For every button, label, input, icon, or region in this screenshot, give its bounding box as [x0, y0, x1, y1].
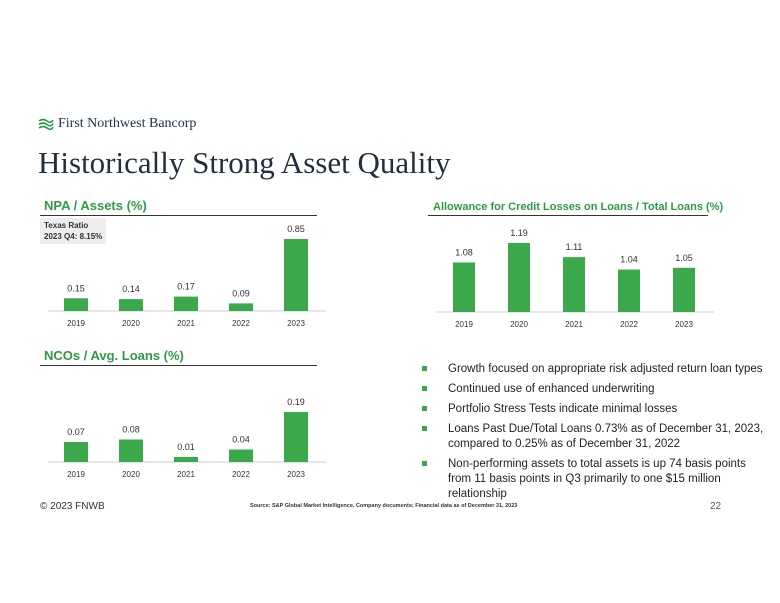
bullet-item: Loans Past Due/Total Loans 0.73% as of D…: [420, 422, 765, 452]
chart-title-rule-allowance: [428, 215, 708, 216]
bar-2020: [119, 299, 143, 311]
tick-label-2019: 2019: [455, 320, 473, 329]
data-label-2021: 0.01: [177, 442, 195, 452]
bullet-square-icon: [422, 406, 427, 411]
bullet-text: Non-performing assets to total assets is…: [448, 458, 746, 500]
bullet-text: Loans Past Due/Total Loans 0.73% as of D…: [448, 423, 764, 450]
bullet-text: Continued use of enhanced underwriting: [448, 383, 655, 395]
bullet-item: Non-performing assets to total assets is…: [420, 457, 765, 502]
data-label-2020: 0.08: [122, 425, 140, 435]
bar-2019: [64, 298, 88, 311]
chart-allowance-credit-losses: 1.08 2019 1.19 2020 1.11 2021 1.04 2022 1.05 2023: [436, 228, 714, 329]
texas-ratio-label: Texas Ratio: [44, 221, 89, 230]
data-label-2022: 0.04: [232, 435, 250, 445]
tick-label-2023: 2023: [287, 319, 305, 328]
tick-label-2022: 2022: [232, 470, 250, 479]
bar-2022: [229, 303, 253, 311]
data-label-2023: 0.85: [287, 224, 305, 234]
data-label-2020: 1.19: [510, 228, 528, 238]
bar-2021: [174, 296, 198, 311]
wave-logo-icon: [38, 118, 54, 130]
data-label-2019: 0.07: [67, 427, 85, 437]
data-label-2021: 0.17: [177, 282, 195, 292]
bullet-list: Growth focused on appropriate risk adjus…: [420, 362, 765, 507]
copyright: © 2023 FNWB: [40, 501, 105, 512]
chart-title-npa: NPA / Assets (%): [44, 198, 147, 213]
data-label-2022: 1.04: [620, 255, 638, 265]
tick-label-2021: 2021: [177, 470, 195, 479]
data-label-2023: 1.05: [675, 253, 693, 263]
company-logo: First Northwest Bancorp: [38, 116, 196, 132]
tick-label-2022: 2022: [620, 320, 638, 329]
tick-label-2020: 2020: [122, 470, 140, 479]
tick-label-2019: 2019: [67, 319, 85, 328]
bullet-item: Growth focused on appropriate risk adjus…: [420, 362, 765, 377]
bullet-square-icon: [422, 366, 427, 371]
bullet-square-icon: [422, 461, 427, 466]
chart-title-rule-npa: [40, 215, 317, 216]
tick-label-2023: 2023: [675, 320, 693, 329]
chart-title-allowance: Allowance for Credit Losses on Loans / T…: [433, 201, 724, 213]
tick-label-2022: 2022: [232, 319, 250, 328]
bar-2019: [453, 262, 475, 312]
data-label-2019: 1.08: [455, 247, 473, 257]
bar-2023: [673, 267, 695, 312]
bar-2023: [284, 412, 308, 462]
data-label-2021: 1.11: [566, 242, 583, 252]
bar-2020: [119, 439, 143, 462]
bullet-item: Portfolio Stress Tests indicate minimal …: [420, 402, 765, 417]
bullet-item: Continued use of enhanced underwriting: [420, 382, 765, 397]
page-number: 22: [710, 501, 722, 512]
chart-nco-avg-loans: 0.07 2019 0.08 2020 0.01 2021 0.04 2022 0.19 2023: [48, 397, 326, 479]
tick-label-2020: 2020: [510, 320, 528, 329]
bullet-square-icon: [422, 426, 427, 431]
logo-text: First Northwest Bancorp: [58, 116, 197, 131]
tick-label-2021: 2021: [565, 320, 583, 329]
bar-2020: [508, 243, 530, 312]
tick-label-2019: 2019: [67, 470, 85, 479]
bullet-text: Growth focused on appropriate risk adjus…: [448, 363, 763, 375]
tick-label-2023: 2023: [287, 470, 305, 479]
tick-label-2021: 2021: [177, 319, 195, 328]
source-note: Source: S&P Global Market Intelligence, …: [250, 503, 518, 509]
bar-2022: [229, 449, 253, 462]
chart-title-nco: NCOs / Avg. Loans (%): [44, 348, 184, 363]
bar-2019: [64, 442, 88, 462]
bar-2021: [563, 257, 585, 312]
data-label-2023: 0.19: [287, 397, 305, 407]
data-label-2020: 0.14: [122, 284, 140, 294]
data-label-2019: 0.15: [67, 283, 85, 293]
chart-title-rule-nco: [40, 365, 317, 366]
data-label-2022: 0.09: [232, 288, 250, 298]
bar-2023: [284, 239, 308, 311]
bar-2022: [618, 269, 640, 312]
bullet-text: Portfolio Stress Tests indicate minimal …: [448, 403, 678, 415]
bullet-square-icon: [422, 386, 427, 391]
tick-label-2020: 2020: [122, 319, 140, 328]
page-title: Historically Strong Asset Quality: [38, 145, 451, 180]
texas-ratio-note: Texas Ratio 2023 Q4: 8.15%: [40, 218, 107, 244]
bar-2021: [174, 457, 198, 462]
chart-npa-assets: 0.15 2019 0.14 2020 0.17 2021 0.09 2022 0.85 2023: [48, 224, 326, 328]
texas-ratio-value: 2023 Q4: 8.15%: [44, 232, 103, 241]
